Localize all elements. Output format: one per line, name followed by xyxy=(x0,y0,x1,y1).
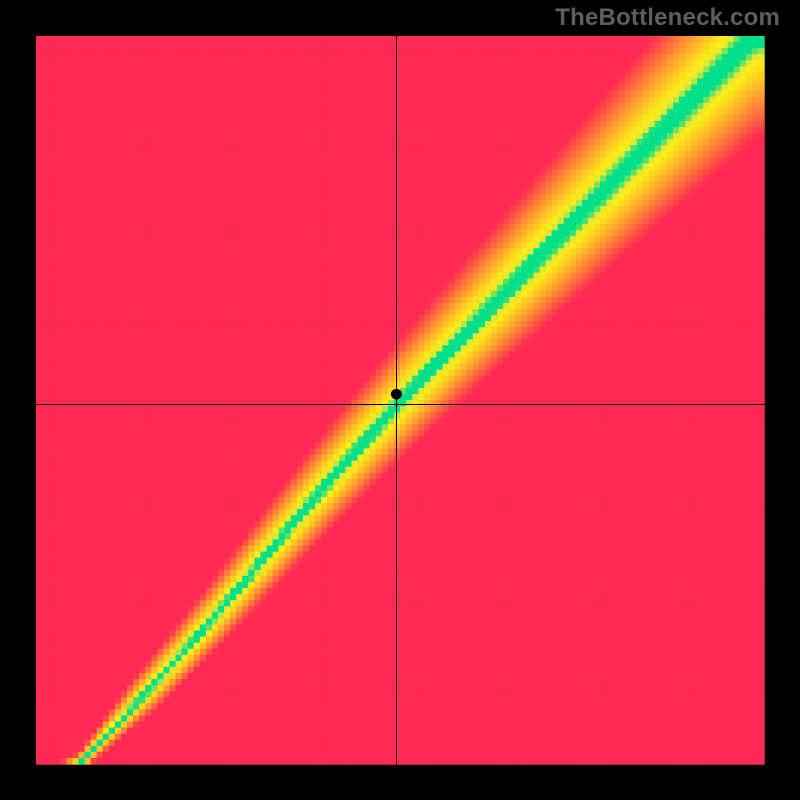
chart-container: TheBottleneck.com xyxy=(0,0,800,800)
heatmap-canvas xyxy=(0,0,800,800)
watermark-text: TheBottleneck.com xyxy=(555,4,780,32)
